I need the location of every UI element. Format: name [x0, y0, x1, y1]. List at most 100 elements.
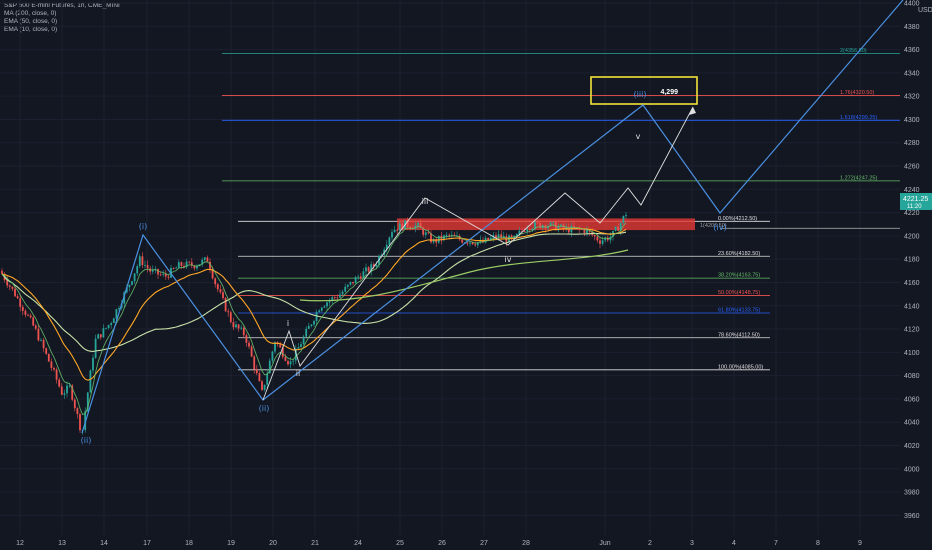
candle-body-55 — [144, 265, 146, 266]
candle-body-130 — [339, 294, 341, 297]
candle-body-16 — [43, 340, 45, 348]
candle-body-119 — [311, 325, 313, 326]
candle-body-187 — [487, 238, 489, 240]
candle-body-84 — [220, 289, 222, 292]
candle-body-97 — [253, 357, 255, 370]
wave-label-0: (i) — [139, 222, 147, 231]
candle-body-18 — [48, 354, 50, 362]
last-price: 4221.25 — [903, 196, 928, 203]
candle-body-100 — [261, 381, 263, 390]
candle-body-5 — [14, 289, 16, 296]
candle-body-132 — [344, 287, 346, 292]
candle-body-91 — [238, 324, 240, 328]
candle-body-39 — [103, 328, 105, 337]
candle-body-111 — [290, 361, 292, 364]
candle-body-10 — [27, 315, 29, 316]
candle-body-150 — [391, 232, 393, 237]
candle-body-83 — [217, 284, 219, 289]
candle-body-116 — [303, 337, 305, 345]
candle-body-4 — [12, 287, 14, 289]
target-label: 4,299 — [660, 89, 678, 96]
candle-body-11 — [30, 315, 32, 317]
candle-body-92 — [240, 328, 242, 329]
y-tick-17: 4300 — [904, 117, 920, 124]
candle-body-201 — [524, 231, 526, 232]
candle-body-118 — [308, 326, 310, 329]
candle-body-110 — [287, 361, 289, 364]
y-tick-6: 4080 — [904, 373, 920, 380]
candle-body-6 — [17, 296, 19, 298]
y-tick-21: 4380 — [904, 24, 920, 31]
candle-body-114 — [298, 347, 300, 349]
candle-body-22 — [58, 380, 60, 387]
candle-body-26 — [69, 386, 71, 387]
x-tick-11: 27 — [480, 540, 488, 547]
candle-body-35 — [92, 358, 94, 371]
candle-body-101 — [264, 385, 266, 390]
fib-label-0: 2(4356.50) — [840, 48, 867, 54]
x-tick-19: 9 — [858, 540, 862, 547]
candle-body-13 — [35, 326, 37, 329]
candle-body-98 — [256, 369, 258, 373]
candle-body-12 — [32, 317, 34, 325]
candle-body-69 — [181, 262, 183, 266]
y-tick-14: 4240 — [904, 187, 920, 194]
candle-body-179 — [467, 243, 469, 244]
x-tick-15: 3 — [690, 540, 694, 547]
candle-body-96 — [251, 347, 253, 357]
candle-body-15 — [40, 340, 42, 341]
x-tick-8: 24 — [354, 540, 362, 547]
y-tick-8: 4120 — [904, 327, 920, 334]
ma200-line — [2, 232, 626, 351]
candle-body-93 — [243, 328, 245, 335]
x-tick-5: 19 — [227, 540, 235, 547]
candle-body-141 — [368, 267, 370, 271]
candle-body-125 — [326, 302, 328, 306]
candle-body-107 — [279, 344, 281, 347]
x-tick-3: 17 — [143, 540, 151, 547]
wave-label-3: i — [287, 319, 289, 328]
candle-body-134 — [350, 282, 352, 285]
candle-body-28 — [74, 400, 76, 409]
candle-body-151 — [394, 230, 396, 232]
candle-body-54 — [142, 256, 144, 265]
candle-body-7 — [19, 298, 21, 307]
candle-body-19 — [51, 362, 53, 368]
x-tick-9: 25 — [396, 540, 404, 547]
candle-body-42 — [110, 323, 112, 325]
candle-body-85 — [222, 292, 224, 298]
candle-body-236 — [615, 227, 617, 231]
candle-body-68 — [178, 262, 180, 268]
candle-body-102 — [266, 373, 268, 384]
candle-body-34 — [90, 370, 92, 392]
y-tick-13: 4220 — [904, 210, 920, 217]
candle-body-8 — [22, 307, 24, 311]
fib-label-4: 0.00%(4212.50) — [718, 216, 757, 222]
candle-body-87 — [227, 311, 229, 312]
candle-body-56 — [147, 265, 149, 268]
x-tick-6: 20 — [269, 540, 277, 547]
candle-body-203 — [529, 229, 531, 230]
candle-body-152 — [396, 230, 398, 231]
fib-label-11: 100.00%(4085.00) — [718, 364, 763, 370]
y-tick-15: 4260 — [904, 164, 920, 171]
candle-body-230 — [599, 240, 601, 243]
x-tick-10: 26 — [438, 540, 446, 547]
candle-body-43 — [113, 318, 115, 323]
candle-body-66 — [173, 268, 175, 269]
candle-body-50 — [131, 281, 133, 285]
candle-body-137 — [357, 277, 359, 278]
candle-body-29 — [77, 408, 79, 414]
candle-body-99 — [259, 373, 261, 381]
candle-body-94 — [246, 335, 248, 343]
y-tick-18: 4320 — [904, 94, 920, 101]
wave-label-5: iii — [422, 197, 429, 206]
y-unit: USD — [918, 7, 932, 14]
candle-body-190 — [495, 235, 497, 237]
y-tick-9: 4140 — [904, 303, 920, 310]
x-tick-12: 28 — [522, 540, 530, 547]
candle-body-3 — [9, 285, 11, 286]
candle-body-206 — [537, 222, 539, 223]
